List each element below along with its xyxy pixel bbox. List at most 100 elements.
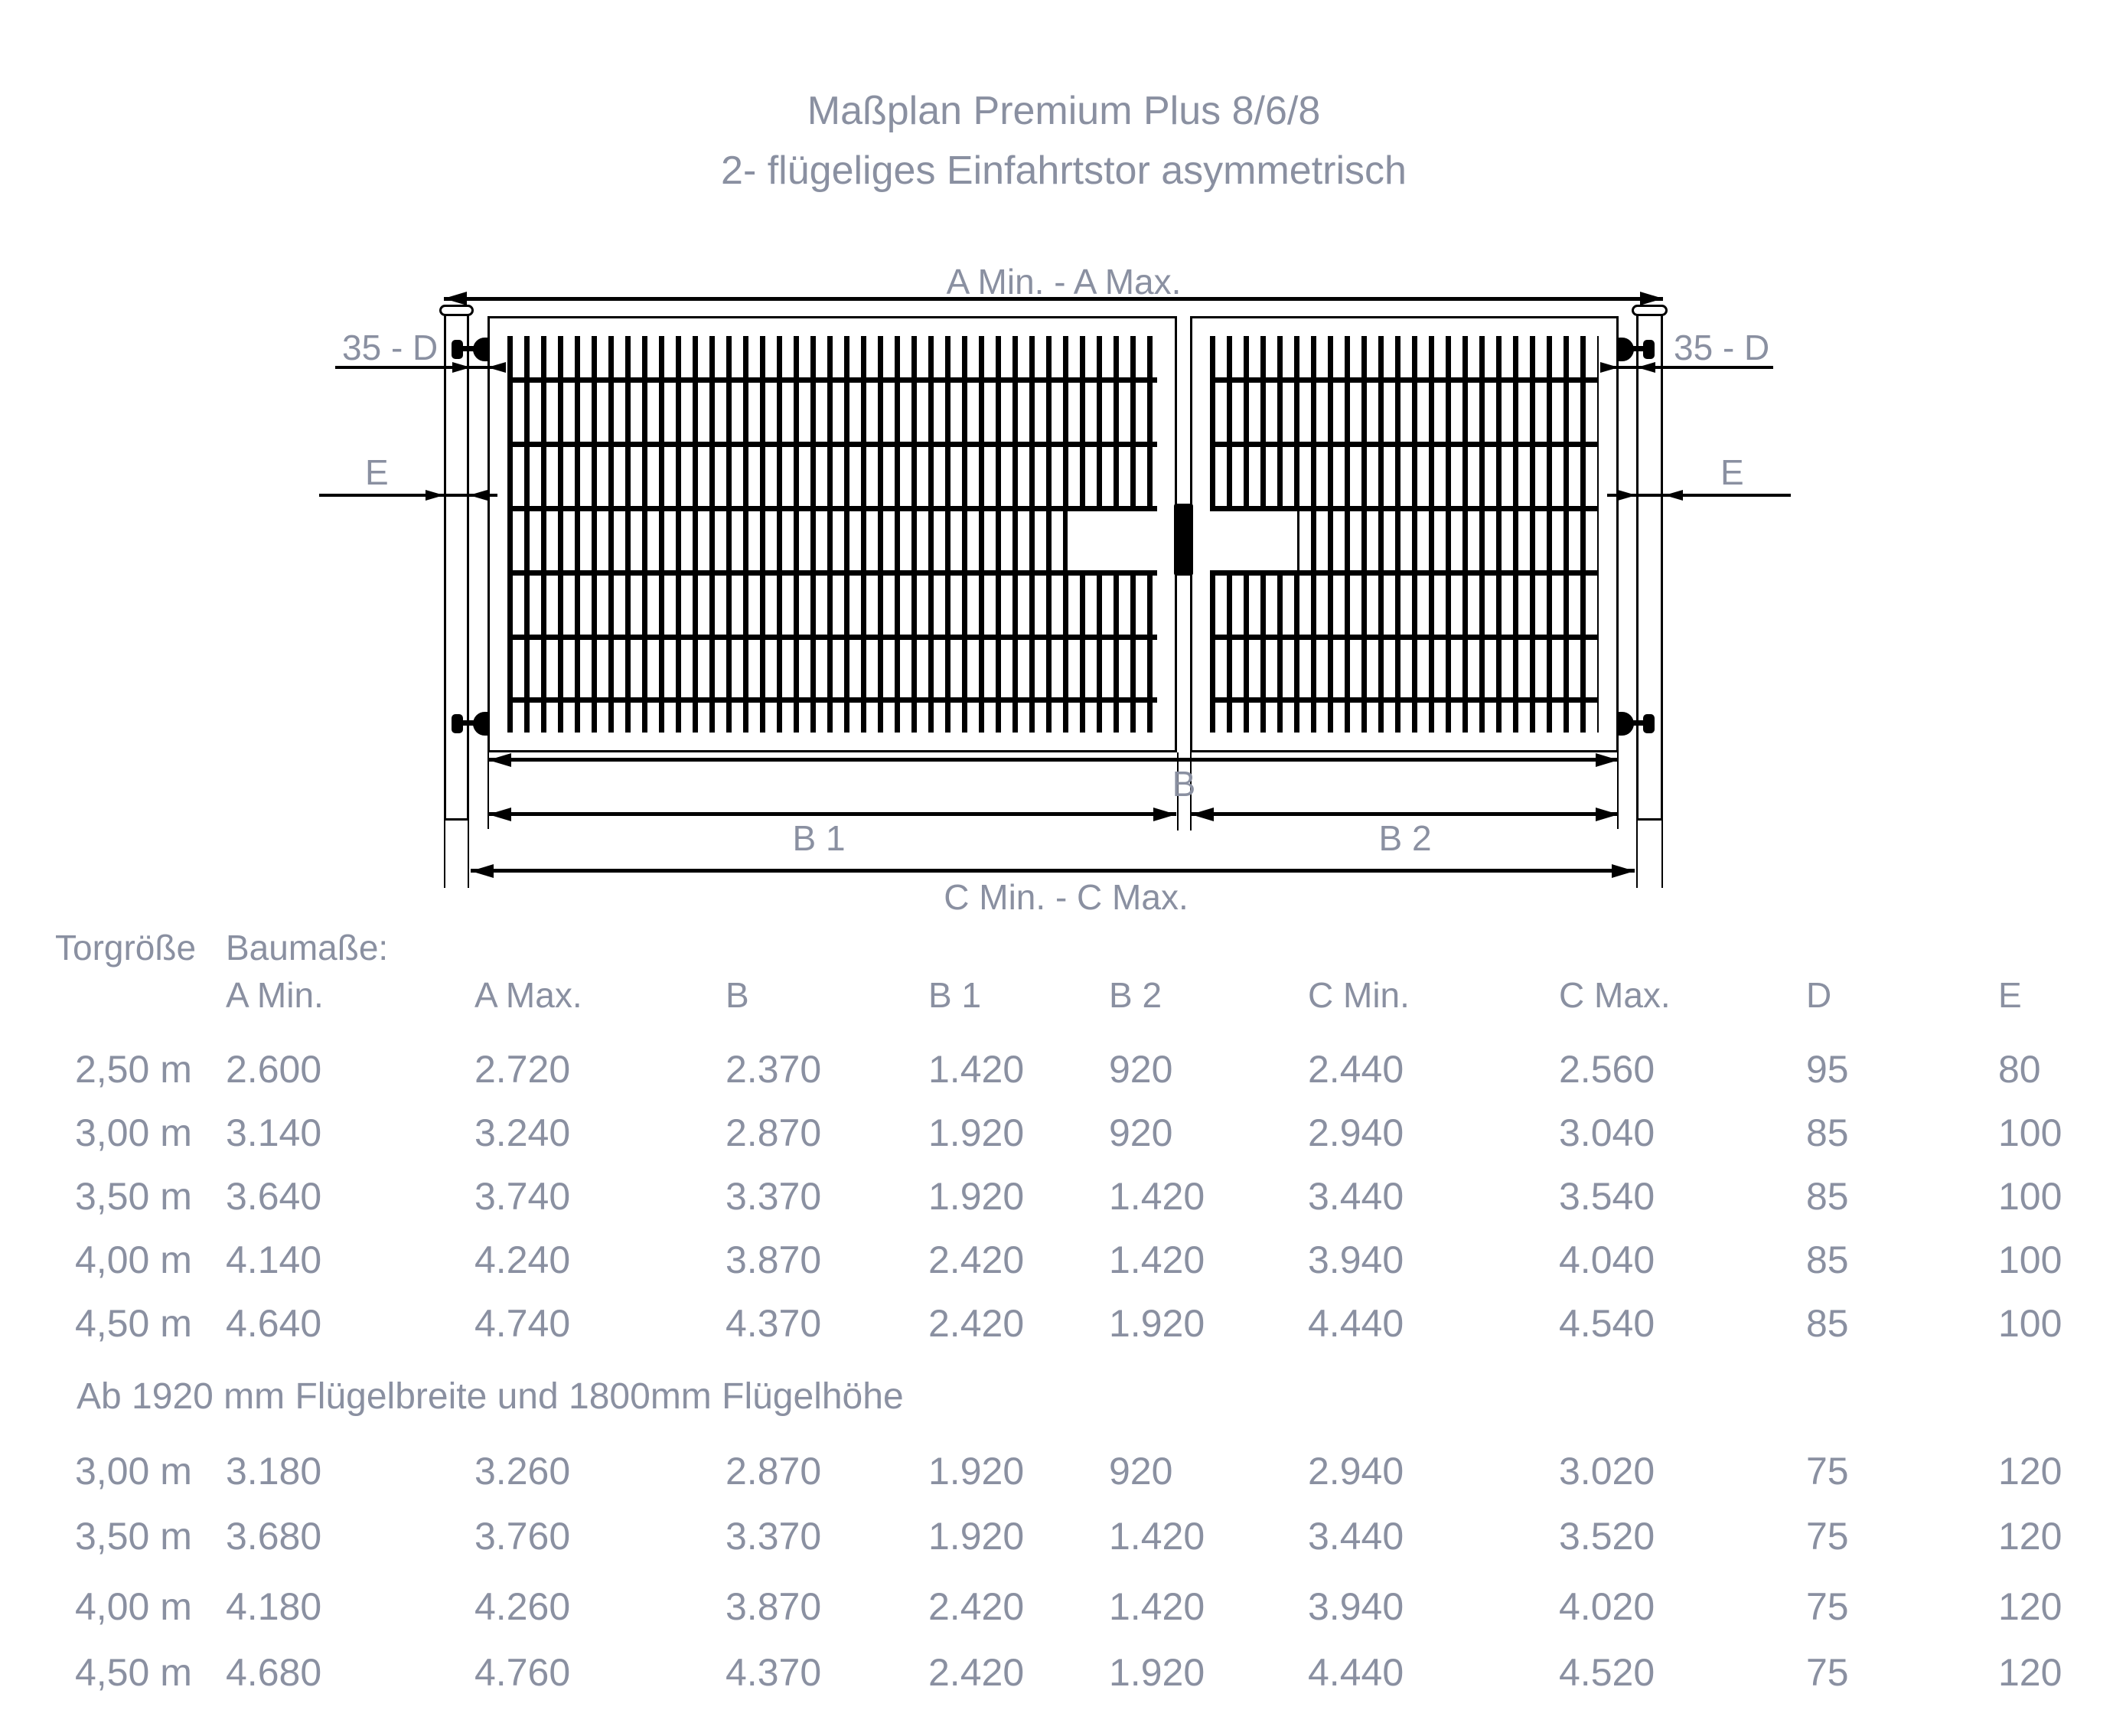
table-cell: 2.370 — [726, 1048, 822, 1091]
horizontal-rail — [1210, 570, 1599, 576]
gate-diagram: A Min. - A Max. — [319, 262, 1791, 915]
arrowhead — [1618, 490, 1636, 501]
table-cell: 2.420 — [928, 1238, 1025, 1281]
page-title-line1: Maßplan Premium Plus 8/6/8 — [807, 89, 1321, 133]
extension-line — [1177, 752, 1179, 830]
extension-line — [1661, 821, 1663, 888]
extension-line — [444, 821, 445, 888]
extension-line — [468, 821, 469, 888]
table-cell: 4.740 — [474, 1302, 571, 1345]
gate-leaf-left-infill — [507, 336, 1157, 733]
table-cell: 920 — [1109, 1111, 1173, 1154]
table-cell: 3.940 — [1308, 1238, 1404, 1281]
dim-label-e-right: E — [1720, 452, 1744, 492]
extension-line — [1636, 821, 1638, 888]
table-cell: 3.680 — [226, 1515, 322, 1558]
table-cell: 100 — [1998, 1111, 2062, 1154]
table-cell: 85 — [1806, 1238, 1849, 1281]
table-cell: 100 — [1998, 1175, 2062, 1218]
arrowhead — [426, 490, 444, 501]
table-cell: 1.420 — [1109, 1175, 1205, 1218]
table-cell: 1.920 — [928, 1111, 1025, 1154]
row-label: 3,00 m — [75, 1450, 192, 1493]
extension-line — [1617, 752, 1619, 829]
arrowhead-b-right — [1596, 753, 1619, 767]
table-cell: 85 — [1806, 1302, 1849, 1345]
lock-cutout-right-leaf — [1210, 511, 1297, 570]
horizontal-rail — [507, 506, 1157, 511]
table-group-header-size: Torgröße — [55, 928, 197, 968]
table-cell: 920 — [1109, 1450, 1173, 1493]
table-cell: 95 — [1806, 1048, 1849, 1091]
table-cell: 4.520 — [1559, 1651, 1655, 1694]
table-cell: 3.870 — [726, 1585, 822, 1628]
table-cell: 80 — [1998, 1048, 2041, 1091]
table-cell: 2.870 — [726, 1450, 822, 1493]
dim-label-a: A Min. - A Max. — [946, 262, 1182, 302]
table-cell: 4.760 — [474, 1651, 571, 1694]
horizontal-rail — [507, 377, 1157, 383]
table-cell: 2.420 — [928, 1585, 1025, 1628]
arrowhead — [452, 362, 471, 373]
table-cell: 1.920 — [928, 1450, 1025, 1493]
horizontal-rail — [507, 697, 1157, 703]
table-cell: 1.420 — [1109, 1515, 1205, 1558]
arrowhead — [1600, 362, 1619, 373]
table-cell: 120 — [1998, 1450, 2062, 1493]
dim-label-hinge-left: 35 - D — [342, 328, 439, 367]
gate-post-right — [1636, 314, 1663, 821]
extension-line — [1190, 752, 1192, 830]
table-cell: 75 — [1806, 1450, 1849, 1493]
table-cell: 3.040 — [1559, 1111, 1655, 1154]
column-header: C Min. — [1308, 975, 1410, 1015]
row-label: 2,50 m — [75, 1048, 192, 1091]
column-header: C Max. — [1559, 975, 1671, 1015]
table-cell: 85 — [1806, 1111, 1849, 1154]
dim-line-a — [444, 297, 1663, 301]
gate-post-left — [444, 314, 469, 821]
table-cell: 3.760 — [474, 1515, 571, 1558]
table-cell: 4.040 — [1559, 1238, 1655, 1281]
row-label: 4,50 m — [75, 1651, 192, 1694]
table-cell: 1.420 — [928, 1048, 1025, 1091]
table-cell: 4.640 — [226, 1302, 322, 1345]
horizontal-rail — [1210, 377, 1599, 383]
dim-line-hinge-left — [335, 366, 500, 369]
dim-label-b: B — [1172, 764, 1196, 804]
lock-cutout-left-leaf — [1068, 511, 1157, 570]
table-cell: 1.920 — [928, 1515, 1025, 1558]
table-cell: 2.720 — [474, 1048, 571, 1091]
table-cell: 3.260 — [474, 1450, 571, 1493]
table-cell: 2.940 — [1308, 1450, 1404, 1493]
table-cell: 1.920 — [1109, 1302, 1205, 1345]
extension-line — [487, 752, 489, 829]
table-cell: 2.420 — [928, 1651, 1025, 1694]
dim-line-b — [488, 758, 1619, 762]
arrowhead-c-left — [471, 864, 494, 878]
dim-line-b2 — [1191, 812, 1619, 816]
table-cell: 75 — [1806, 1585, 1849, 1628]
arrowhead-a-right — [1640, 292, 1663, 305]
table-cell: 120 — [1998, 1585, 2062, 1628]
horizontal-rail — [1210, 506, 1599, 511]
table-cell: 1.420 — [1109, 1238, 1205, 1281]
table-cell: 4.440 — [1308, 1302, 1404, 1345]
table-cell: 75 — [1806, 1651, 1849, 1694]
dim-label-hinge-right: 35 - D — [1674, 328, 1770, 367]
table-cell: 120 — [1998, 1651, 2062, 1694]
table-cell: 3.940 — [1308, 1585, 1404, 1628]
table-cell: 3.640 — [226, 1175, 322, 1218]
arrowhead-b2-right — [1596, 808, 1619, 821]
table-cell: 100 — [1998, 1238, 2062, 1281]
table-cell: 3.370 — [726, 1515, 822, 1558]
table-cell: 2.420 — [928, 1302, 1025, 1345]
table-cell: 3.540 — [1559, 1175, 1655, 1218]
horizontal-rail — [507, 635, 1157, 640]
table-cell: 1.920 — [1109, 1651, 1205, 1694]
gate-leaf-right-infill — [1210, 336, 1599, 733]
dim-line-c — [471, 869, 1635, 873]
